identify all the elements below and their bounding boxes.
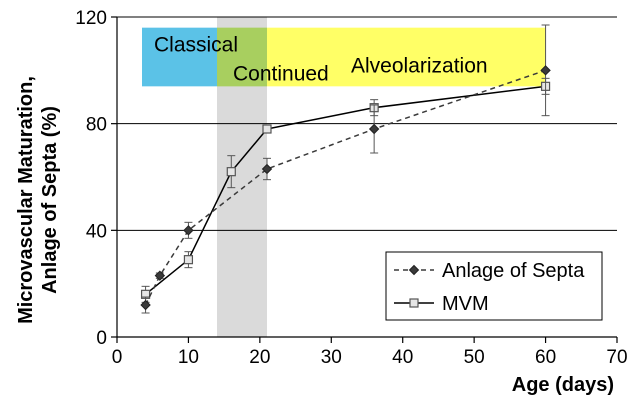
y-tick-label-120: 120	[75, 8, 107, 29]
y-tick-label-40: 40	[86, 221, 107, 242]
y-axis-title-line2: Anlage of Septa (%)	[39, 106, 61, 294]
legend-label-1: MVM	[442, 293, 489, 315]
data-point	[261, 163, 273, 175]
phase-label-alveolarization: Alveolarization	[351, 54, 488, 77]
legend: Anlage of Septa MVM	[385, 251, 603, 321]
y-tick-label-0: 0	[96, 328, 107, 349]
x-tick-label-0: 0	[112, 347, 123, 368]
data-point	[154, 270, 166, 281]
x-tick-label-20: 20	[249, 347, 270, 368]
x-tick-label-60: 60	[535, 347, 556, 368]
data-point	[262, 124, 272, 134]
data-point	[226, 167, 236, 177]
x-tick-label-50: 50	[464, 347, 485, 368]
x-axis-title: Age (days)	[512, 374, 614, 396]
series-line	[144, 69, 546, 306]
legend-marker-0	[408, 264, 420, 276]
shaded-band	[217, 17, 267, 337]
x-tick-label-10: 10	[178, 347, 199, 368]
y-axis-title-line1: Microvascular Maturation,	[15, 76, 37, 324]
gridlines	[117, 16, 617, 231]
phase-band-continued-overlay	[217, 27, 267, 87]
series	[140, 24, 551, 314]
series-anlage-of-septa	[140, 24, 551, 314]
legend-marker-1	[409, 298, 419, 308]
phase-label-continued: Continued	[233, 62, 329, 85]
legend-box	[385, 251, 603, 321]
x-tick-label-40: 40	[392, 347, 413, 368]
axes: 0 10 20 30 40 50 60 70 0 40 80 120	[75, 8, 627, 368]
data-point	[368, 123, 380, 135]
data-point	[540, 65, 551, 76]
series-line	[145, 85, 546, 295]
data-point	[183, 255, 194, 265]
data-point	[140, 299, 151, 311]
phase-band-classical	[142, 27, 217, 87]
phase-labels: Classical Continued Alveolarization	[154, 34, 488, 86]
phase-label-classical: Classical	[154, 34, 238, 57]
phase-band-alveolarization	[267, 27, 546, 87]
data-point	[183, 225, 194, 236]
x-tick-label-70: 70	[606, 347, 627, 368]
y-tick-label-80: 80	[86, 115, 107, 136]
legend-label-0: Anlage of Septa	[442, 260, 585, 282]
x-tick-label-30: 30	[321, 347, 342, 368]
